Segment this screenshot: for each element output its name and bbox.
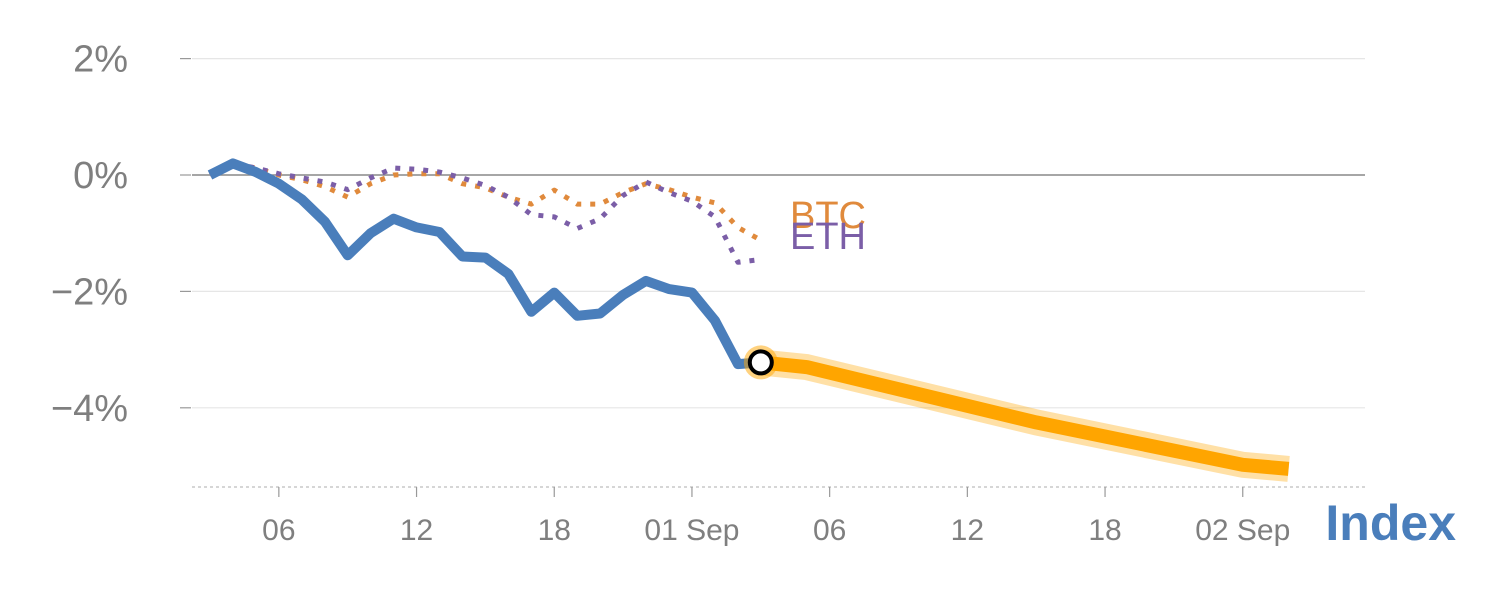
current-point-marker xyxy=(747,349,774,376)
label-layer: BTC ETH Index xyxy=(790,195,1456,551)
grid-layer xyxy=(192,57,1365,409)
x-tick-label: 18 xyxy=(538,514,571,547)
x-tick-label: 01 Sep xyxy=(644,514,739,547)
x-tick-label: 18 xyxy=(1088,514,1121,547)
y-tick-label: −4% xyxy=(51,388,128,430)
x-tick-label: 06 xyxy=(262,514,295,547)
x-tick-label: 12 xyxy=(951,514,984,547)
y-tick-label: −2% xyxy=(51,271,128,313)
eth-series-line xyxy=(208,160,762,265)
forecast-line xyxy=(760,355,1290,476)
series-layer xyxy=(207,158,1290,482)
y-tick-label: 2% xyxy=(73,39,128,81)
x-tick-label: 02 Sep xyxy=(1195,514,1290,547)
x-tick-label: 12 xyxy=(400,514,433,547)
y-tick-label: 0% xyxy=(73,155,128,197)
axis-layer: 2% 0% −2% −4% 06 12 18 01 Sep 06 12 18 02 Sep xyxy=(51,39,1365,547)
x-tick-label: 06 xyxy=(813,514,846,547)
btc-series-label: BTC xyxy=(790,195,866,237)
eth-series-label: ETH xyxy=(790,216,866,258)
x-axis-label: Index xyxy=(1325,495,1456,551)
index-series-line xyxy=(207,158,762,370)
